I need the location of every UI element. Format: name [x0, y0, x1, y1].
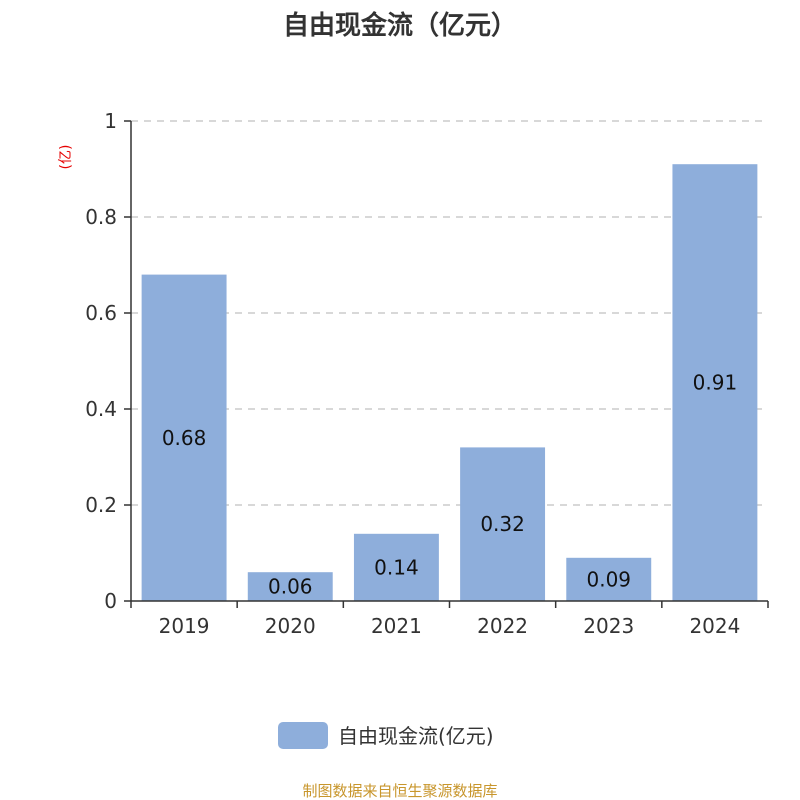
bar-2020[interactable] — [247, 572, 333, 601]
data-label-2023: 0.09 — [586, 567, 631, 591]
bar-2023[interactable] — [566, 557, 652, 601]
data-label-2022: 0.32 — [480, 512, 525, 536]
grid-lines — [131, 120, 768, 506]
x-tick-label-2019: 2019 — [159, 614, 210, 638]
legend-label[interactable]: 自由现金流(亿元) — [338, 724, 494, 748]
y-tick-labels: 0 0.2 0.4 0.6 0.8 1 — [85, 109, 117, 613]
data-labels: 0.68 0.06 0.14 0.32 0.09 0.91 — [162, 371, 737, 599]
axes — [124, 120, 769, 608]
y-tick-label: 0.6 — [85, 301, 117, 325]
y-tick-label: 0.4 — [85, 397, 117, 421]
bar-2021[interactable] — [353, 533, 439, 601]
bar-2024[interactable] — [672, 164, 758, 601]
x-tick-label-2023: 2023 — [583, 614, 634, 638]
x-tick-label-2021: 2021 — [371, 614, 422, 638]
y-axis-unit-label: (亿) — [58, 145, 74, 170]
x-tick-labels: 2019 2020 2021 2022 2023 2024 — [159, 614, 741, 638]
data-label-2024: 0.91 — [693, 371, 738, 395]
y-tick-label: 1 — [104, 109, 117, 133]
y-tick-label: 0 — [104, 589, 117, 613]
source-note: 制图数据来自恒生聚源数据库 — [302, 782, 497, 800]
legend[interactable]: 自由现金流(亿元) — [278, 722, 494, 749]
bars — [141, 164, 758, 601]
bar-2022[interactable] — [460, 447, 546, 601]
y-tick-label: 0.2 — [85, 493, 117, 517]
x-tick-label-2022: 2022 — [477, 614, 528, 638]
bar-2019[interactable] — [141, 274, 227, 601]
data-label-2019: 0.68 — [162, 426, 207, 450]
y-tick-label: 0.8 — [85, 205, 117, 229]
chart-title: 自由现金流（亿元） — [283, 10, 517, 41]
data-label-2020: 0.06 — [268, 575, 313, 599]
data-label-2021: 0.14 — [374, 555, 419, 579]
x-tick-label-2020: 2020 — [265, 614, 316, 638]
legend-swatch[interactable] — [278, 722, 328, 749]
x-tick-label-2024: 2024 — [689, 614, 740, 638]
